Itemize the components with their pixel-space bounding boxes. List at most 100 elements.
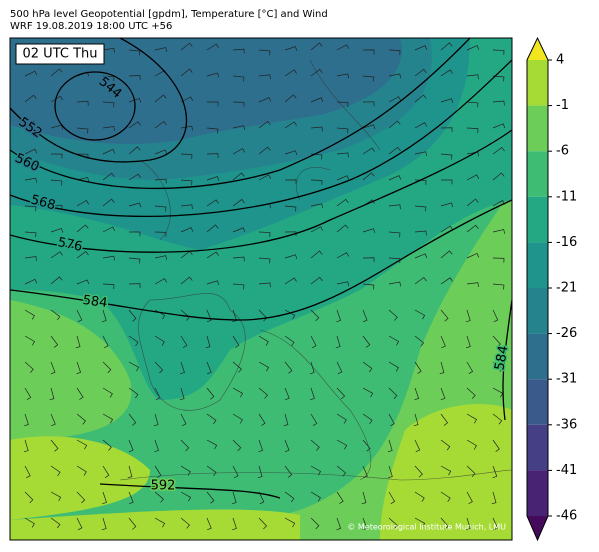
wind-barb [362,517,368,531]
wind-barb [232,75,245,82]
wind-barb [284,150,298,156]
wind-barb [336,44,350,51]
wind-barb [492,361,503,372]
wind-barb [258,361,270,372]
wind-barb [466,252,480,259]
wind-barb [258,387,268,399]
wind-barb [24,309,35,320]
wind-barb [440,413,449,426]
contour [502,299,512,421]
wind-barb [206,361,212,375]
colorbar-tick-label: -26 [556,326,577,341]
contour [99,483,281,499]
wind-barb [440,309,449,322]
wind-barb [284,491,295,503]
wind-barb [24,94,37,103]
wind-barb [24,335,36,346]
colorbar-tick-label: -6 [556,144,569,159]
wind-barb [154,255,168,261]
wind-barb [284,179,297,185]
wind-barb [414,361,422,374]
wind-barb [284,94,297,103]
wind-barb [466,151,479,157]
wind-barb [24,491,34,504]
wind-barb [466,45,480,51]
wind-barb [492,517,499,531]
wind-barb [310,226,324,233]
wind-barb [24,278,38,285]
wind-barb [336,387,346,400]
wind-barb [50,517,61,529]
time-label: 02 UTC Thu [23,47,98,62]
wind-barb [440,69,453,77]
wind-barb [232,125,246,131]
wind-barb [388,281,401,287]
wind-barb [258,146,271,155]
wind-barb [362,361,373,373]
wind-barb [128,257,141,264]
colorbar-tick-label: -46 [556,509,577,524]
wind-barb [102,126,115,131]
wind-barb [362,387,374,398]
wind-barb [440,465,452,476]
contour-label: 576 [56,235,83,255]
wind-barb [284,69,297,77]
wind-barb [362,101,375,107]
wind-barb [76,224,89,233]
wind-barb [413,413,419,427]
wind-barb [50,251,63,259]
wind-barb [232,283,245,290]
wind-barb [102,413,114,424]
wind-barb [24,361,34,373]
wind-barb [258,74,271,80]
wind-barb [205,335,211,349]
contour [10,129,512,253]
wind-barb [258,120,271,129]
wind-barb [310,203,323,209]
wind-barb [414,122,428,129]
wind-barb [180,335,188,348]
wind-barb [76,361,82,375]
wind-barb [466,361,474,375]
wind-barb [388,49,401,55]
wind-barb [206,127,219,134]
wind-barb [102,439,112,451]
wind-barb [440,250,453,259]
colorbar-tick-label: -1 [556,98,569,113]
wind-barb [154,439,159,453]
wind-barb [284,387,290,401]
wind-barb [466,413,477,424]
wind-barb [440,491,451,502]
colorbar-band [527,242,548,288]
wind-barb [231,491,237,505]
wind-barb [310,439,320,451]
wind-barb [336,224,349,233]
wind-barb [180,276,193,285]
wind-barb [232,439,242,452]
wind-barb [76,465,87,476]
wind-barb [336,73,349,79]
wind-barb [258,49,271,56]
wind-barb [50,153,63,159]
wind-barb [180,361,185,375]
map-frame [9,37,513,541]
colorbar-band [527,151,548,197]
wind-barb [388,231,401,238]
wind-barb [414,253,428,259]
field [380,404,512,540]
wind-barb [24,387,32,400]
wind-barb [154,121,167,129]
wind-barb [76,387,84,400]
wind-barb [466,198,479,207]
colorbar-tick-label: -31 [556,372,577,387]
wind-barb [180,68,193,77]
wind-barb [440,439,451,451]
wind-barb [284,254,298,260]
wind-barb [440,42,453,51]
wind-barb [492,100,505,106]
colorbar-over [527,38,548,60]
wind-barb [50,309,61,321]
wind-barb [388,465,393,479]
wind-barb [362,49,375,55]
wind-barb [128,202,142,208]
